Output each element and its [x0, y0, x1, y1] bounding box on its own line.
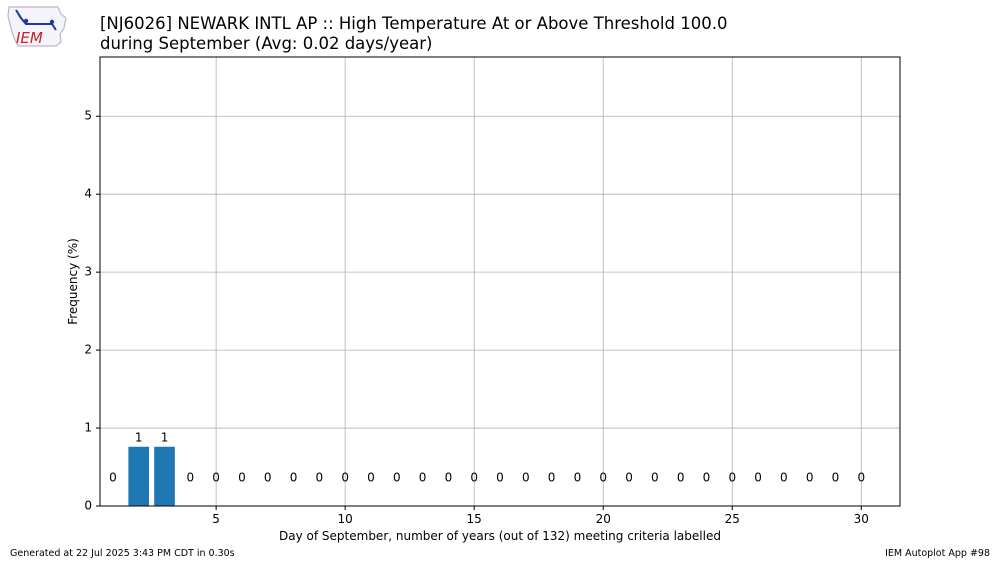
bar-label-day-1: 0	[109, 470, 117, 484]
bar-label-day-12: 0	[393, 470, 401, 484]
bar-label-day-6: 0	[238, 470, 246, 484]
x-tick-label: 30	[854, 512, 869, 526]
x-axis-label: Day of September, number of years (out o…	[279, 529, 721, 543]
generated-timestamp: Generated at 22 Jul 2025 3:43 PM CDT in …	[10, 548, 235, 559]
y-tick-label: 2	[84, 343, 92, 357]
iem-logo: IEM	[6, 4, 68, 50]
bar-label-day-29: 0	[832, 470, 840, 484]
title-line-1: [NJ6026] NEWARK INTL AP :: High Temperat…	[100, 14, 728, 33]
bars	[128, 446, 175, 506]
bar-label-day-17: 0	[522, 470, 530, 484]
bar-label-day-3: 1	[161, 430, 169, 444]
bar-label-day-20: 0	[599, 470, 607, 484]
bar-day-2	[128, 446, 150, 506]
bar-label-day-15: 0	[470, 470, 478, 484]
grid	[100, 57, 900, 507]
y-axis-label: Frequency (%)	[66, 238, 80, 325]
bar-label-day-8: 0	[290, 470, 298, 484]
bar-label-day-18: 0	[548, 470, 556, 484]
title-line-2: during September (Avg: 0.02 days/year)	[100, 34, 433, 53]
bar-label-day-22: 0	[651, 470, 659, 484]
svg-text:IEM: IEM	[16, 29, 43, 47]
y-tick-label: 4	[84, 187, 92, 201]
bar-label-day-24: 0	[703, 470, 711, 484]
bar-label-day-28: 0	[806, 470, 814, 484]
bar-label-day-14: 0	[445, 470, 453, 484]
bar-label-day-13: 0	[419, 470, 427, 484]
x-tick-label: 25	[725, 512, 740, 526]
x-tick-label: 10	[338, 512, 353, 526]
bar-label-day-16: 0	[496, 470, 504, 484]
y-tick-label: 1	[84, 421, 92, 435]
bar-day-3	[154, 446, 175, 506]
bar-label-day-10: 0	[341, 470, 349, 484]
bar-label-day-4: 0	[187, 470, 195, 484]
y-tick-label: 0	[84, 499, 92, 513]
y-tick-label: 3	[84, 265, 92, 279]
app-credit: IEM Autoplot App #98	[885, 548, 990, 559]
bar-label-day-7: 0	[264, 470, 272, 484]
bar-label-day-21: 0	[625, 470, 633, 484]
bar-label-day-5: 0	[212, 470, 220, 484]
bar-label-day-25: 0	[728, 470, 736, 484]
bar-label-day-27: 0	[780, 470, 788, 484]
y-tick-label: 5	[84, 109, 92, 123]
x-tick-label: 5	[212, 512, 220, 526]
bar-label-day-23: 0	[677, 470, 685, 484]
bar-label-day-9: 0	[316, 470, 324, 484]
bar-value-labels: 0 1 1 0 0 0 0 0 0 0 0 0 0 0 0 0 0 0 0 0 0 0 0 0 0 0 0 0 0 0	[109, 430, 865, 484]
x-tick-label: 15	[467, 512, 482, 526]
bar-label-day-19: 0	[574, 470, 582, 484]
chart-title: [NJ6026] NEWARK INTL AP :: High Temperat…	[100, 14, 727, 54]
bar-label-day-26: 0	[754, 470, 762, 484]
bar-label-day-11: 0	[367, 470, 375, 484]
bar-label-day-30: 0	[857, 470, 865, 484]
x-tick-label: 20	[596, 512, 611, 526]
plot-frame	[99, 56, 901, 507]
bar-label-day-2: 1	[135, 430, 143, 444]
